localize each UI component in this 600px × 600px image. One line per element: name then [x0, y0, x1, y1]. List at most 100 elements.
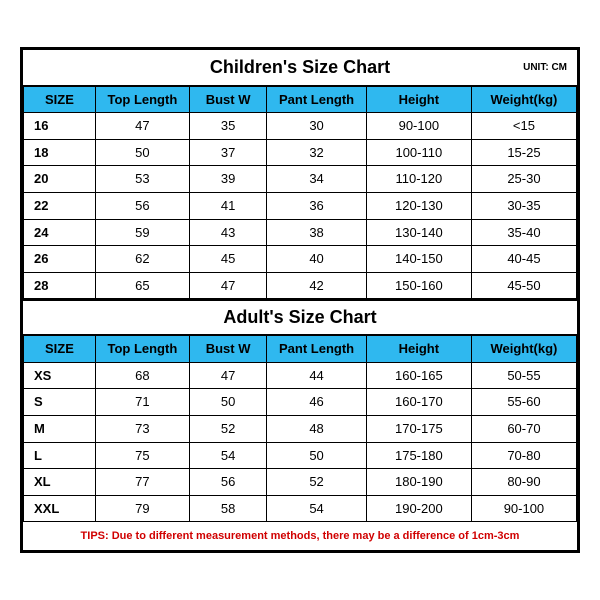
value-cell: 15-25: [471, 139, 576, 166]
table-row: 26624540140-15040-45: [24, 246, 577, 273]
adult-title-row: Adult's Size Chart: [23, 299, 577, 335]
size-cell: XL: [24, 469, 96, 496]
col-size: SIZE: [24, 86, 96, 113]
value-cell: 80-90: [471, 469, 576, 496]
value-cell: 77: [95, 469, 189, 496]
value-cell: 180-190: [366, 469, 471, 496]
value-cell: 45: [189, 246, 266, 273]
children-size-table: SIZE Top Length Bust W Pant Length Heigh…: [23, 86, 577, 300]
col-height: Height: [366, 86, 471, 113]
size-cell: 28: [24, 272, 96, 299]
value-cell: 47: [95, 113, 189, 140]
table-row: 20533934110-12025-30: [24, 166, 577, 193]
value-cell: 65: [95, 272, 189, 299]
size-cell: 20: [24, 166, 96, 193]
col-weight: Weight(kg): [471, 336, 576, 363]
value-cell: 71: [95, 389, 189, 416]
value-cell: 79: [95, 495, 189, 522]
value-cell: 50-55: [471, 362, 576, 389]
value-cell: 52: [267, 469, 367, 496]
col-bust: Bust W: [189, 336, 266, 363]
value-cell: 44: [267, 362, 367, 389]
value-cell: 39: [189, 166, 266, 193]
col-size: SIZE: [24, 336, 96, 363]
value-cell: 150-160: [366, 272, 471, 299]
adult-title: Adult's Size Chart: [223, 307, 376, 328]
table-row: 1647353090-100<15: [24, 113, 577, 140]
value-cell: 90-100: [471, 495, 576, 522]
size-cell: S: [24, 389, 96, 416]
size-cell: XS: [24, 362, 96, 389]
col-pant: Pant Length: [267, 336, 367, 363]
value-cell: 130-140: [366, 219, 471, 246]
value-cell: <15: [471, 113, 576, 140]
value-cell: 75: [95, 442, 189, 469]
table-row: 28654742150-16045-50: [24, 272, 577, 299]
value-cell: 38: [267, 219, 367, 246]
value-cell: 41: [189, 192, 266, 219]
table-row: L755450175-18070-80: [24, 442, 577, 469]
value-cell: 90-100: [366, 113, 471, 140]
table-row: XS684744160-16550-55: [24, 362, 577, 389]
value-cell: 170-175: [366, 416, 471, 443]
col-weight: Weight(kg): [471, 86, 576, 113]
value-cell: 25-30: [471, 166, 576, 193]
value-cell: 160-165: [366, 362, 471, 389]
value-cell: 52: [189, 416, 266, 443]
size-chart-frame: Children's Size Chart UNIT: CM SIZE Top …: [20, 47, 580, 554]
value-cell: 36: [267, 192, 367, 219]
value-cell: 56: [189, 469, 266, 496]
value-cell: 70-80: [471, 442, 576, 469]
size-cell: M: [24, 416, 96, 443]
col-height: Height: [366, 336, 471, 363]
value-cell: 32: [267, 139, 367, 166]
value-cell: 110-120: [366, 166, 471, 193]
unit-label: UNIT: CM: [523, 62, 567, 73]
value-cell: 120-130: [366, 192, 471, 219]
table-row: 22564136120-13030-35: [24, 192, 577, 219]
value-cell: 34: [267, 166, 367, 193]
table-row: 18503732100-11015-25: [24, 139, 577, 166]
value-cell: 50: [189, 389, 266, 416]
value-cell: 48: [267, 416, 367, 443]
value-cell: 56: [95, 192, 189, 219]
size-cell: 16: [24, 113, 96, 140]
col-top: Top Length: [95, 86, 189, 113]
value-cell: 54: [267, 495, 367, 522]
value-cell: 47: [189, 362, 266, 389]
value-cell: 73: [95, 416, 189, 443]
col-top: Top Length: [95, 336, 189, 363]
table-row: XXL795854190-20090-100: [24, 495, 577, 522]
value-cell: 60-70: [471, 416, 576, 443]
value-cell: 35-40: [471, 219, 576, 246]
value-cell: 37: [189, 139, 266, 166]
size-cell: 24: [24, 219, 96, 246]
col-pant: Pant Length: [267, 86, 367, 113]
value-cell: 58: [189, 495, 266, 522]
adult-size-table: SIZE Top Length Bust W Pant Length Heigh…: [23, 335, 577, 522]
value-cell: 55-60: [471, 389, 576, 416]
value-cell: 50: [95, 139, 189, 166]
children-title: Children's Size Chart: [210, 57, 390, 78]
adult-header-row: SIZE Top Length Bust W Pant Length Heigh…: [24, 336, 577, 363]
value-cell: 40-45: [471, 246, 576, 273]
col-bust: Bust W: [189, 86, 266, 113]
value-cell: 46: [267, 389, 367, 416]
size-cell: L: [24, 442, 96, 469]
value-cell: 54: [189, 442, 266, 469]
size-cell: 18: [24, 139, 96, 166]
value-cell: 40: [267, 246, 367, 273]
value-cell: 47: [189, 272, 266, 299]
value-cell: 100-110: [366, 139, 471, 166]
value-cell: 42: [267, 272, 367, 299]
table-row: S715046160-17055-60: [24, 389, 577, 416]
table-row: 24594338130-14035-40: [24, 219, 577, 246]
value-cell: 30: [267, 113, 367, 140]
value-cell: 50: [267, 442, 367, 469]
table-row: M735248170-17560-70: [24, 416, 577, 443]
value-cell: 59: [95, 219, 189, 246]
value-cell: 53: [95, 166, 189, 193]
value-cell: 68: [95, 362, 189, 389]
value-cell: 35: [189, 113, 266, 140]
table-row: XL775652180-19080-90: [24, 469, 577, 496]
